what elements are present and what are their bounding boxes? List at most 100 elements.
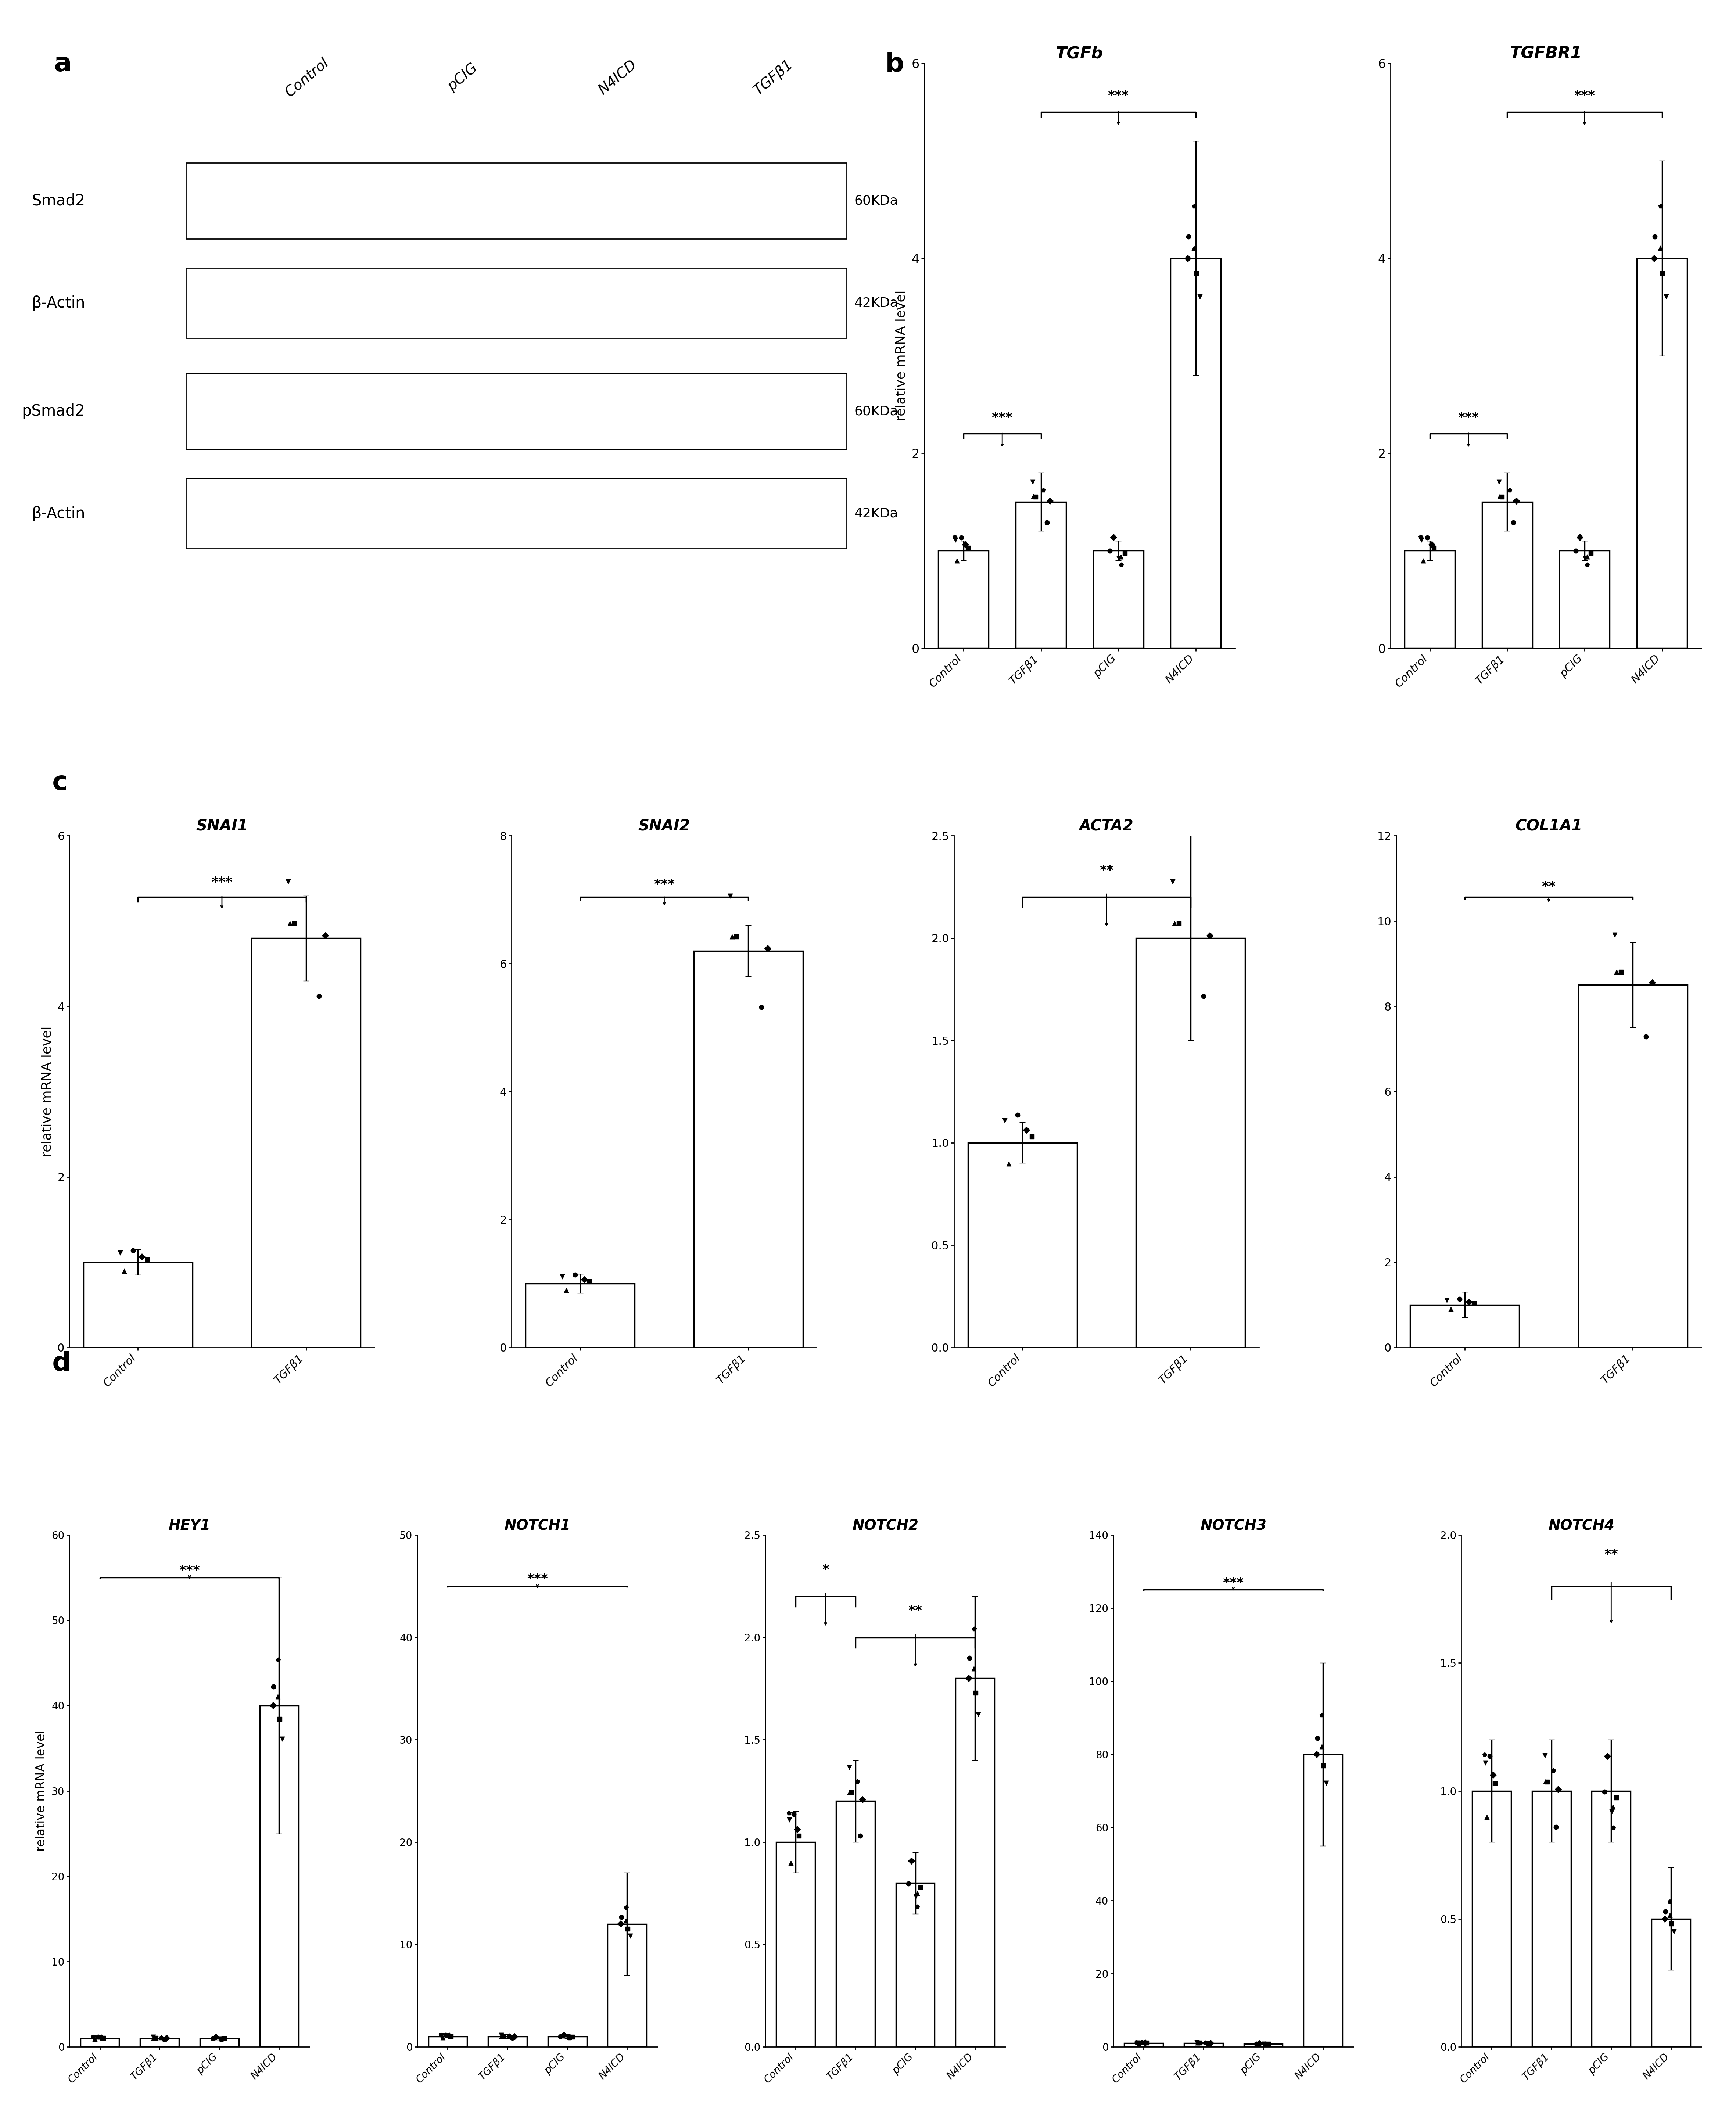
Bar: [896, 1882, 934, 2047]
Text: b: b: [885, 51, 904, 76]
Point: [1312, 1766, 1340, 1800]
Point: [1597, 1796, 1625, 1829]
Text: TGFβ1: TGFβ1: [752, 57, 795, 97]
Point: [783, 1812, 811, 1846]
Ellipse shape: [415, 283, 493, 325]
Point: [281, 907, 309, 941]
Point: [1562, 534, 1590, 568]
Bar: [260, 1705, 299, 2047]
Bar: [955, 1677, 995, 2047]
Point: [748, 990, 776, 1023]
Point: [109, 1253, 137, 1287]
Point: [1252, 2028, 1279, 2061]
Point: [955, 1642, 983, 1675]
Point: [1189, 979, 1217, 1013]
Bar: [141, 2038, 179, 2047]
Title: NOTCH2: NOTCH2: [852, 1519, 918, 1532]
Point: [1476, 1739, 1503, 1772]
Point: [717, 880, 745, 914]
Point: [201, 2019, 229, 2053]
Bar: [526, 1283, 635, 1348]
Point: [1191, 2026, 1219, 2059]
Point: [1486, 479, 1514, 513]
Point: [1649, 257, 1677, 291]
Point: [835, 1775, 863, 1808]
Point: [1180, 232, 1208, 266]
Point: [778, 1846, 806, 1880]
Point: [571, 1262, 599, 1296]
Ellipse shape: [726, 283, 804, 325]
Title: SNAI2: SNAI2: [639, 819, 691, 833]
Point: [616, 1920, 644, 1954]
Point: [1250, 2028, 1278, 2061]
Ellipse shape: [571, 283, 649, 325]
Point: [83, 2019, 111, 2053]
Point: [1531, 1739, 1559, 1772]
Point: [498, 2021, 526, 2055]
Point: [1196, 918, 1224, 952]
Bar: [1592, 1791, 1630, 2047]
Ellipse shape: [578, 177, 656, 224]
Point: [962, 1675, 990, 1709]
Point: [1180, 190, 1208, 224]
Ellipse shape: [722, 388, 800, 435]
Point: [1410, 544, 1437, 578]
Point: [1196, 2026, 1224, 2059]
Point: [1632, 1019, 1660, 1053]
Ellipse shape: [582, 177, 660, 224]
Bar: [429, 2036, 467, 2047]
Ellipse shape: [571, 177, 649, 224]
Ellipse shape: [738, 283, 814, 325]
Bar: [1637, 257, 1687, 648]
Point: [552, 1272, 580, 1306]
Bar: [1472, 1791, 1510, 2047]
Ellipse shape: [411, 177, 490, 224]
Point: [1460, 1287, 1488, 1321]
Ellipse shape: [267, 177, 345, 224]
Ellipse shape: [575, 492, 653, 534]
Text: ***: ***: [1222, 1576, 1243, 1589]
Point: [259, 1688, 286, 1722]
Ellipse shape: [257, 283, 335, 325]
Ellipse shape: [257, 492, 335, 534]
Bar: [608, 1924, 646, 2047]
Title: NOTCH4: NOTCH4: [1549, 1519, 1614, 1532]
Point: [1602, 1781, 1630, 1815]
Text: c: c: [52, 770, 68, 795]
Point: [1437, 1291, 1465, 1325]
Ellipse shape: [260, 177, 339, 224]
Ellipse shape: [568, 492, 646, 534]
Point: [153, 2021, 181, 2055]
Point: [208, 2023, 236, 2057]
Point: [906, 1869, 934, 1903]
Point: [1406, 519, 1434, 553]
Point: [785, 1819, 812, 1853]
Point: [1186, 2026, 1213, 2059]
Ellipse shape: [582, 492, 660, 534]
Point: [437, 2019, 465, 2053]
Point: [1132, 2026, 1160, 2059]
Ellipse shape: [733, 177, 811, 224]
Point: [1496, 473, 1524, 506]
Point: [1484, 464, 1512, 498]
Point: [903, 1876, 930, 1910]
Point: [1160, 907, 1187, 941]
Text: N4ICD: N4ICD: [595, 57, 639, 97]
Point: [80, 2019, 108, 2053]
Point: [276, 907, 304, 941]
Point: [495, 2019, 523, 2053]
Text: ***: ***: [179, 1564, 200, 1576]
Point: [1165, 907, 1193, 941]
Point: [960, 1612, 988, 1646]
Point: [1601, 918, 1628, 952]
Text: 60KDa: 60KDa: [854, 405, 898, 418]
Point: [432, 2017, 460, 2051]
Point: [1488, 479, 1516, 513]
Point: [898, 1844, 925, 1878]
Bar: [837, 1802, 875, 2047]
Point: [556, 2021, 583, 2055]
Point: [1182, 257, 1210, 291]
Bar: [1094, 551, 1144, 648]
Point: [1472, 1745, 1500, 1779]
Point: [1095, 534, 1123, 568]
